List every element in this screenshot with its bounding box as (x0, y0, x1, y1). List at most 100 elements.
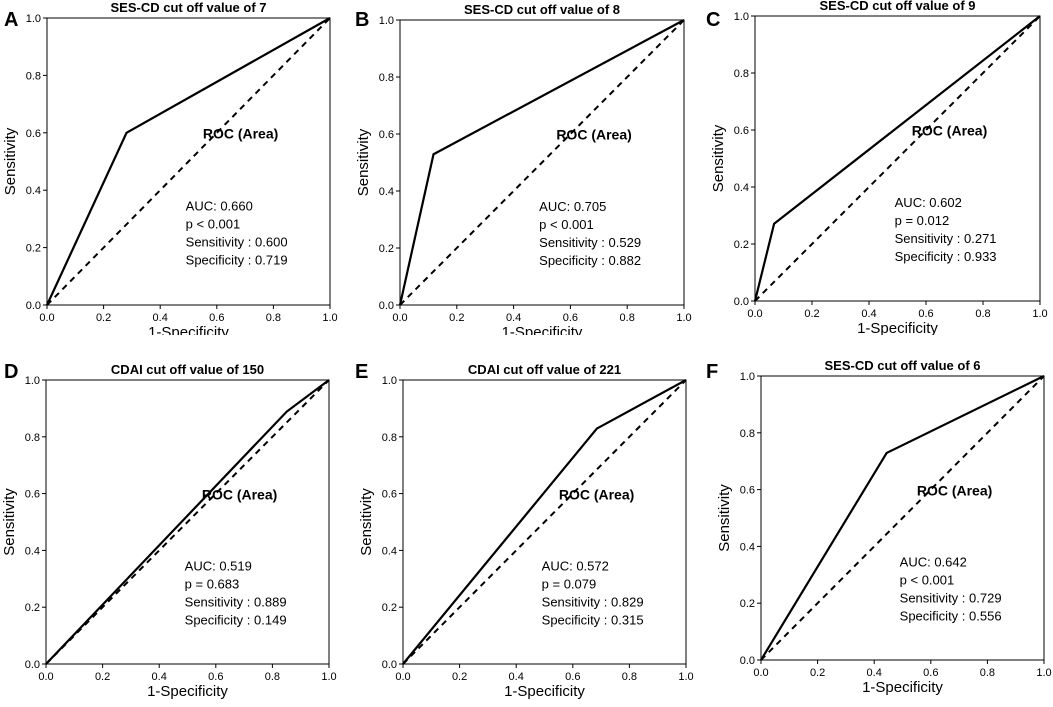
y-tick-label: 0.6 (382, 489, 397, 501)
roc-stat: p < 0.001 (539, 217, 594, 232)
roc-area-title: ROC (Area) (912, 123, 987, 139)
y-tick-label: 0.2 (25, 602, 40, 614)
x-axis-label: 1-Specificity (504, 683, 585, 700)
roc-curve-line (46, 17, 331, 306)
x-tick-label: 0.6 (208, 671, 223, 683)
roc-panel-a: A SES-CD cut off value of 7 0.0 0.2 0.4 0.6 0.… (0, 0, 351, 335)
panel-letter: A (4, 9, 18, 31)
roc-area-title: ROC (Area) (917, 482, 992, 498)
y-tick-label: 0.4 (382, 545, 397, 557)
y-tick-label: 0.8 (734, 68, 749, 80)
y-tick-label: 0.8 (25, 432, 40, 444)
y-axis-label: Sensitivity (1, 488, 18, 556)
roc-stat: Sensitivity : 0.600 (186, 234, 288, 249)
x-tick-label: 0.4 (509, 671, 524, 683)
x-tick-label: 0.8 (622, 671, 637, 683)
chart-title: CDAI cut off value of 150 (111, 362, 264, 377)
y-tick-label: 1.0 (382, 375, 397, 387)
roc-stat: Specificity : 0.556 (900, 608, 1002, 623)
roc-area-title: ROC (Area) (203, 126, 278, 142)
x-tick-label: 0.4 (153, 312, 168, 324)
roc-chart-svg: E CDAI cut off value of 221 0.0 0.2 0.4 0.6 0.… (355, 361, 694, 700)
y-tick-label: 0.2 (382, 602, 397, 614)
roc-stat: Specificity : 0.882 (539, 253, 641, 268)
y-axis-label: Sensitivity (716, 484, 733, 552)
y-tick-label: 0.0 (379, 300, 394, 312)
x-tick-label: 1.0 (322, 312, 337, 324)
x-tick-label: 0.8 (266, 312, 281, 324)
chart-title: SES-CD cut off value of 7 (110, 0, 266, 15)
y-tick-label: 0.6 (740, 485, 755, 497)
y-tick-label: 0.8 (379, 72, 394, 84)
roc-panel-b: B SES-CD cut off value of 8 0.0 0.2 0.4 0.6 0.… (351, 0, 702, 335)
x-tick-label: 0.0 (392, 312, 407, 324)
x-tick-label: 0.4 (867, 667, 882, 679)
x-tick-label: 0.4 (861, 308, 876, 320)
x-tick-label: 0.2 (96, 312, 111, 324)
x-tick-label: 0.6 (923, 667, 938, 679)
y-axis-label: Sensitivity (710, 124, 727, 192)
roc-stat: AUC: 0.519 (185, 558, 252, 573)
y-tick-label: 0.4 (26, 185, 41, 197)
y-tick-label: 0.0 (382, 659, 397, 671)
roc-stat: Sensitivity : 0.889 (185, 594, 287, 609)
roc-panel-f: F SES-CD cut off value of 6 0.0 0.2 0.4 0.6 0.… (702, 352, 1053, 707)
y-tick-label: 0.8 (26, 70, 41, 82)
x-tick-label: 0.2 (804, 308, 819, 320)
roc-stat: Specificity : 0.719 (186, 252, 288, 267)
y-tick-label: 0.2 (379, 243, 394, 255)
y-tick-label: 0.0 (740, 655, 755, 667)
roc-curve-line (753, 15, 1041, 302)
reference-diagonal-line (760, 375, 1045, 661)
roc-stat: AUC: 0.660 (186, 198, 253, 213)
roc-chart-svg: C SES-CD cut off value of 9 0.0 0.2 0.4 0.6 0.… (706, 0, 1048, 335)
y-tick-label: 0.0 (734, 296, 749, 308)
y-tick-label: 0.4 (734, 182, 749, 194)
plot-frame (46, 17, 331, 306)
y-axis-label: Sensitivity (2, 127, 19, 195)
x-tick-label: 0.2 (95, 671, 110, 683)
panel-letter: E (355, 361, 368, 383)
x-tick-label: 1.0 (676, 312, 691, 324)
roc-curve-line (402, 379, 687, 665)
roc-curve-line (45, 379, 330, 665)
roc-curve-line (760, 375, 1045, 661)
x-tick-label: 0.6 (918, 308, 933, 320)
roc-stat: Sensitivity : 0.529 (539, 235, 641, 250)
chart-title: SES-CD cut off value of 8 (464, 2, 620, 17)
roc-stat: Specificity : 0.149 (185, 612, 287, 627)
y-tick-label: 0.0 (26, 300, 41, 312)
plot-frame (760, 375, 1045, 661)
y-tick-label: 0.2 (734, 239, 749, 251)
plot-frame (754, 15, 1041, 302)
roc-curve-line (398, 19, 685, 306)
roc-stat: Specificity : 0.933 (895, 249, 997, 264)
x-tick-label: 0.4 (152, 671, 167, 683)
roc-area-title: ROC (Area) (559, 486, 634, 502)
roc-area-title: ROC (Area) (556, 127, 631, 143)
roc-panel-c: C SES-CD cut off value of 9 0.0 0.2 0.4 0.6 0.… (702, 0, 1053, 335)
y-axis-label: Sensitivity (358, 488, 375, 556)
y-tick-label: 0.4 (25, 545, 40, 557)
panel-letter: F (706, 361, 718, 383)
panel-letter: B (355, 9, 369, 31)
roc-panel-e: E CDAI cut off value of 221 0.0 0.2 0.4 0.6 0.… (351, 352, 702, 707)
chart-title: SES-CD cut off value of 9 (819, 0, 975, 13)
x-axis-label: 1-Specificity (857, 320, 938, 335)
x-axis-label: 1-Specificity (502, 324, 583, 335)
x-tick-label: 0.0 (753, 667, 768, 679)
y-tick-label: 0.2 (740, 598, 755, 610)
x-tick-label: 0.2 (452, 671, 467, 683)
roc-stat: Sensitivity : 0.829 (542, 594, 644, 609)
panel-letter: D (4, 361, 18, 383)
y-tick-label: 1.0 (734, 11, 749, 23)
reference-diagonal-line (399, 19, 685, 306)
x-tick-label: 0.6 (563, 312, 578, 324)
x-tick-label: 0.4 (506, 312, 521, 324)
reference-diagonal-line (402, 379, 687, 665)
roc-area-title: ROC (Area) (202, 486, 277, 502)
x-tick-label: 0.8 (975, 308, 990, 320)
panel-letter: C (706, 9, 720, 31)
roc-chart-svg: D CDAI cut off value of 150 0.0 0.2 0.4 0.6 0.… (1, 361, 337, 700)
roc-chart-svg: B SES-CD cut off value of 8 0.0 0.2 0.4 0.6 0.… (355, 2, 692, 335)
